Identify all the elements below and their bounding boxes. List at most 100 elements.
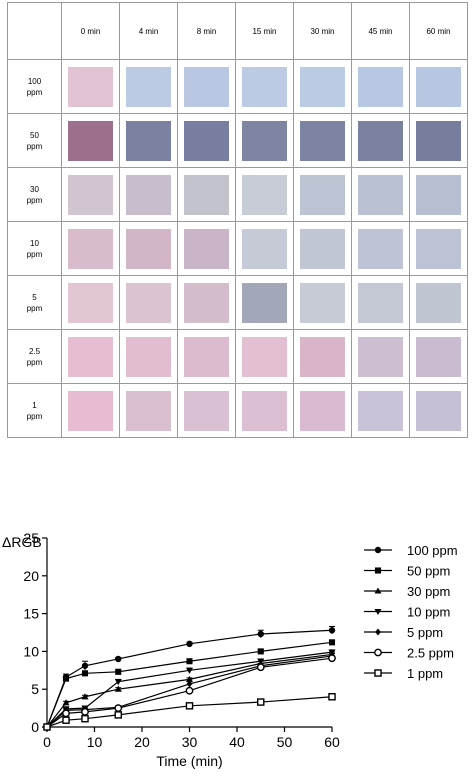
- legend-label: 5 ppm: [407, 625, 443, 640]
- color-swatch: [242, 336, 287, 377]
- swatch-cell: [61, 59, 120, 114]
- y-tick-label: 20: [23, 568, 39, 584]
- delta-rgb-line-chart: 0 5 10 15 20 25 0 10 20 30 40 50 60 ΔRGB Time (min) 100…: [2, 530, 458, 769]
- color-swatch: [358, 174, 403, 215]
- time-header: 15 min: [235, 2, 294, 60]
- data-point: [186, 680, 193, 688]
- concentration-label-line: 50: [30, 130, 39, 140]
- color-swatch: [300, 336, 345, 377]
- color-swatch: [416, 390, 461, 431]
- color-swatch: [242, 66, 287, 107]
- color-swatch: [300, 390, 345, 431]
- color-swatch: [184, 228, 229, 269]
- swatch-cell: [293, 59, 352, 114]
- table-row: 1 ppm: [7, 383, 468, 438]
- color-swatch: [416, 228, 461, 269]
- swatch-cell: [351, 383, 410, 438]
- color-swatch: [416, 282, 461, 323]
- data-point: [328, 639, 336, 646]
- concentration-label-line: ppm: [26, 141, 43, 151]
- color-swatch: [184, 390, 229, 431]
- concentration-label-line: ppm: [26, 87, 43, 97]
- legend-label: 30 ppm: [407, 584, 450, 599]
- legend-label: 10 ppm: [407, 605, 450, 620]
- swatch-cell: [293, 167, 352, 222]
- swatch-cell: [293, 329, 352, 384]
- data-point: [328, 654, 336, 663]
- color-swatch: [68, 390, 113, 431]
- data-point: [81, 714, 89, 723]
- color-swatch: [126, 174, 171, 215]
- legend-marker: [374, 608, 382, 616]
- swatch-cell: [119, 113, 178, 168]
- table-header-row: 0 min 4 min 8 min 15 min 30 min 45 min 6…: [7, 2, 468, 60]
- swatch-cell: [235, 59, 294, 114]
- data-point: [185, 675, 194, 682]
- legend-marker: [374, 669, 382, 677]
- color-swatch: [300, 66, 345, 107]
- color-swatch: [184, 174, 229, 215]
- color-swatch: [68, 336, 113, 377]
- color-swatch: [358, 282, 403, 323]
- data-point: [115, 655, 122, 663]
- time-header: 0 min: [61, 2, 120, 60]
- swatch-cell: [293, 221, 352, 276]
- x-tick-label: 50: [277, 734, 293, 750]
- table-row: 10 ppm: [7, 221, 468, 276]
- data-point: [186, 640, 193, 648]
- data-point: [43, 723, 51, 731]
- time-header: 8 min: [177, 2, 236, 60]
- legend-label: 50 ppm: [407, 564, 450, 579]
- data-point: [257, 648, 264, 655]
- table-row: 100 ppm: [7, 59, 468, 114]
- concentration-label: 30 ppm: [7, 167, 62, 222]
- swatch-cell: [293, 113, 352, 168]
- table-row: 50 ppm: [7, 113, 468, 168]
- swatch-cell: [119, 167, 178, 222]
- color-swatch: [300, 174, 345, 215]
- swatch-cell: [119, 221, 178, 276]
- color-swatch: [184, 120, 229, 161]
- color-swatch: [184, 282, 229, 323]
- data-point: [62, 699, 70, 706]
- data-point: [114, 704, 123, 713]
- concentration-label-line: 10: [30, 238, 39, 248]
- data-point: [186, 658, 193, 665]
- swatch-cell: [235, 221, 294, 276]
- swatch-cell: [177, 383, 236, 438]
- legend-label: 2.5 ppm: [407, 646, 454, 661]
- data-point: [81, 707, 89, 716]
- concentration-label-line: 1: [32, 400, 37, 410]
- swatch-cell: [351, 221, 410, 276]
- swatch-cell: [61, 113, 120, 168]
- data-point: [328, 693, 336, 701]
- legend-label: 1 ppm: [407, 666, 443, 681]
- data-point: [257, 698, 265, 706]
- swatch-cell: [61, 167, 120, 222]
- concentration-label: 100 ppm: [7, 59, 62, 114]
- swatch-cell: [235, 329, 294, 384]
- time-header: 4 min: [119, 2, 178, 60]
- x-tick-label: 30: [182, 734, 198, 750]
- x-tick-label: 10: [87, 734, 103, 750]
- concentration-label-line: ppm: [26, 357, 43, 367]
- legend-marker: [374, 648, 382, 657]
- color-swatch: [126, 282, 171, 323]
- y-tick-label: 25: [23, 530, 39, 546]
- color-swatch: [68, 174, 113, 215]
- swatch-cell: [409, 329, 468, 384]
- x-tick-label: 40: [229, 734, 245, 750]
- table-row: 5 ppm: [7, 275, 468, 330]
- swatch-cell: [409, 113, 468, 168]
- swatch-cell: [235, 167, 294, 222]
- swatch-cell: [293, 275, 352, 330]
- swatch-cell: [351, 329, 410, 384]
- y-tick-label: 0: [31, 719, 39, 735]
- concentration-label-line: ppm: [26, 249, 43, 259]
- swatch-cell: [61, 329, 120, 384]
- data-point: [185, 686, 194, 695]
- data-point: [81, 670, 89, 677]
- legend-marker: [374, 546, 382, 554]
- swatch-cell: [61, 221, 120, 276]
- color-swatch: [358, 120, 403, 161]
